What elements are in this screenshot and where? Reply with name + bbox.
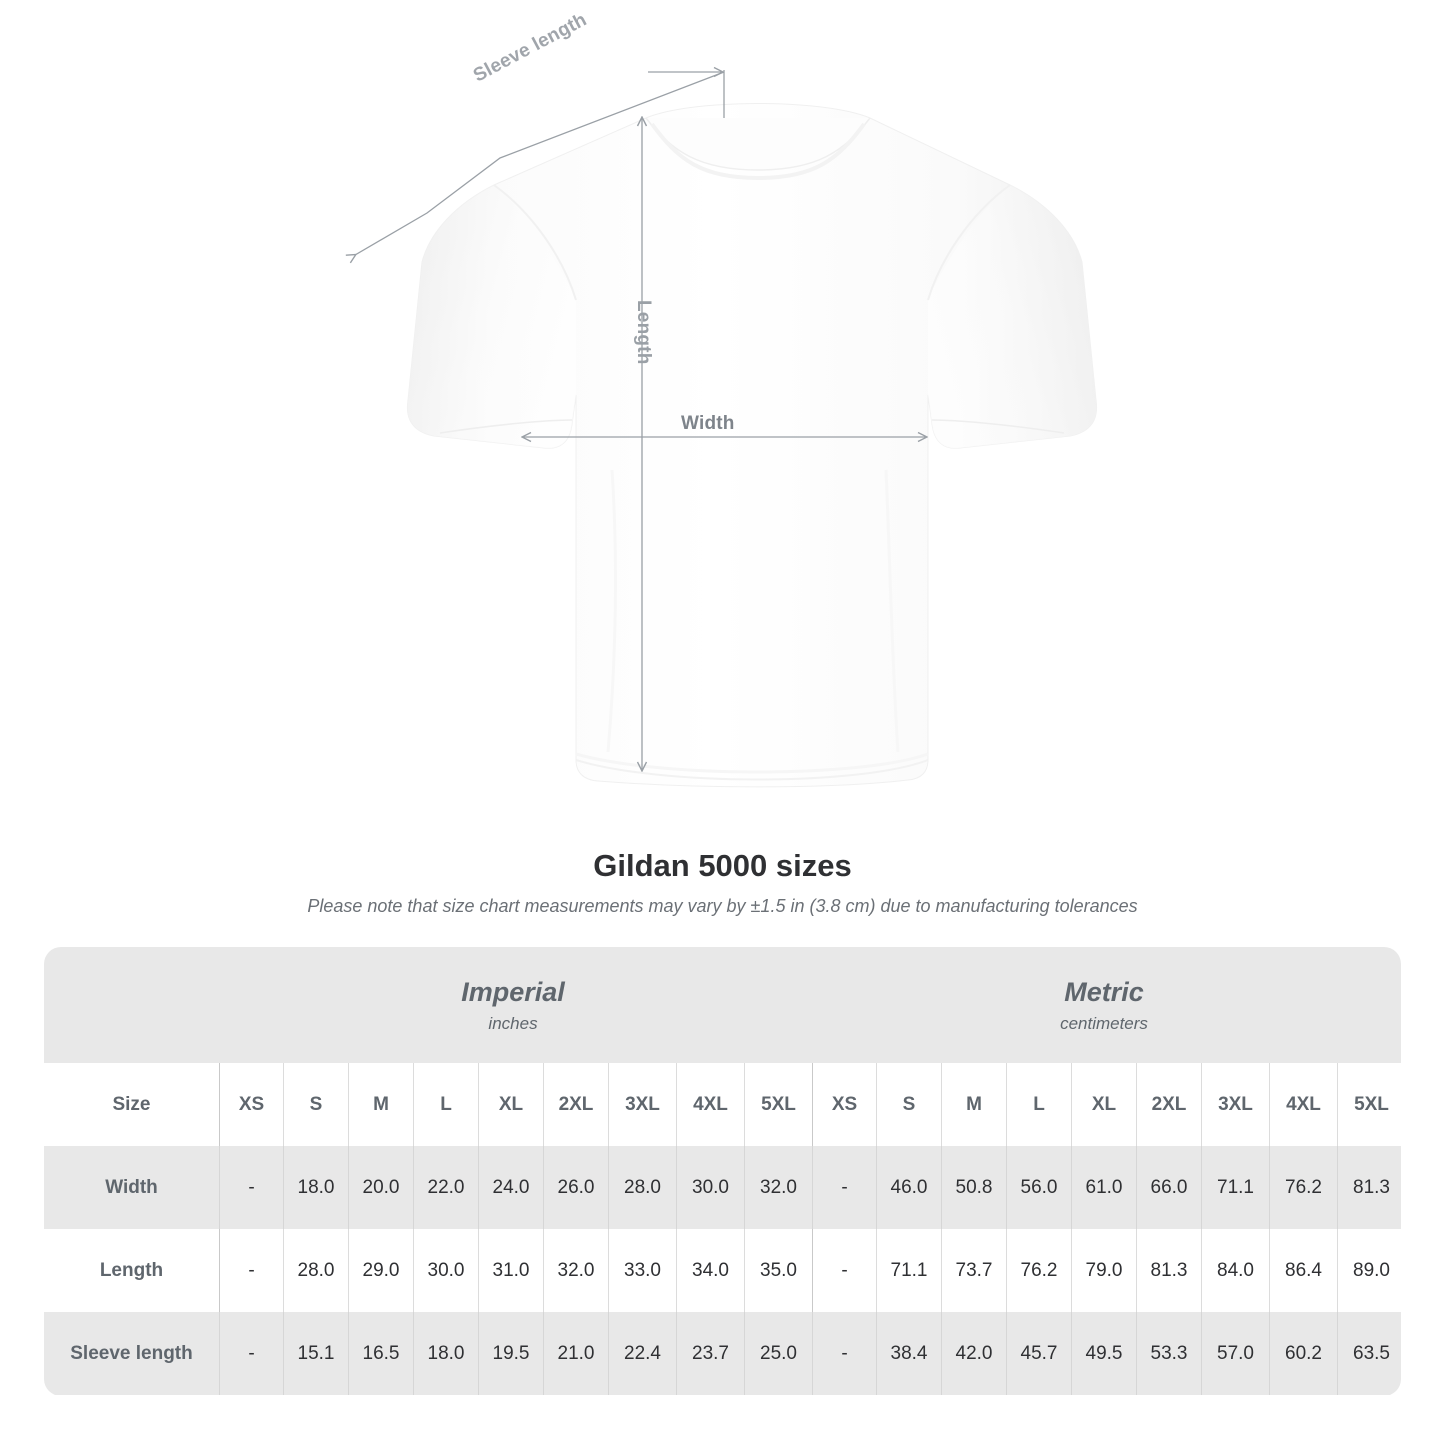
data-cell: 63.5 xyxy=(1337,1312,1401,1395)
data-cell: 71.1 xyxy=(876,1229,941,1312)
measurement-lines xyxy=(355,70,926,770)
data-cell: 30.0 xyxy=(413,1229,478,1312)
data-cell: 29.0 xyxy=(348,1229,413,1312)
data-cell: 24.0 xyxy=(478,1146,543,1229)
column-header-cell: L xyxy=(413,1063,478,1146)
data-cell: 71.1 xyxy=(1201,1146,1269,1229)
imperial-system-unit: inches xyxy=(488,1013,538,1033)
column-header-cell: 3XL xyxy=(1201,1063,1269,1146)
data-cell: 38.4 xyxy=(876,1312,941,1395)
data-cell: 53.3 xyxy=(1136,1312,1201,1395)
column-header-cell: S xyxy=(876,1063,941,1146)
data-cell: 28.0 xyxy=(283,1229,348,1312)
column-header-cell: 4XL xyxy=(1269,1063,1337,1146)
data-cell: 22.0 xyxy=(413,1146,478,1229)
data-cell: - xyxy=(812,1229,876,1312)
data-cell: 28.0 xyxy=(608,1146,676,1229)
data-cell: 32.0 xyxy=(744,1146,812,1229)
data-cell: 50.8 xyxy=(941,1146,1006,1229)
column-header-cell: S xyxy=(283,1063,348,1146)
data-cell: 19.5 xyxy=(478,1312,543,1395)
chart-title: Gildan 5000 sizes xyxy=(593,848,852,883)
table-row: Length -28.0 29.0 30.0 31.0 32.0 33.0 34.0 35.0-… xyxy=(44,1229,1401,1312)
data-cell: 56.0 xyxy=(1006,1146,1071,1229)
column-header-cell: 3XL xyxy=(608,1063,676,1146)
column-header-cell: 5XL xyxy=(1337,1063,1401,1146)
column-header-cell: 2XL xyxy=(543,1063,608,1146)
data-cell: 25.0 xyxy=(744,1312,812,1395)
row-label: Width xyxy=(105,1176,158,1198)
table-body: Size XS S M L XL 2XL 3XL 4XL 5XL XS S M L XL 2XL 3XL 4XL 5… xyxy=(44,1063,1401,1395)
data-cell: 15.1 xyxy=(283,1312,348,1395)
data-cell: 31.0 xyxy=(478,1229,543,1312)
column-header-cell: XL xyxy=(478,1063,543,1146)
metric-system-unit: centimeters xyxy=(1060,1013,1148,1033)
column-header-cell: 5XL xyxy=(744,1063,812,1146)
data-cell: - xyxy=(812,1146,876,1229)
table-row: Width -18.0 20.0 22.0 24.0 26.0 28.0 30.0 32.0-4… xyxy=(44,1146,1401,1229)
data-cell: 61.0 xyxy=(1071,1146,1136,1229)
data-cell: 33.0 xyxy=(608,1229,676,1312)
length-label: Length xyxy=(633,300,654,365)
data-cell: 86.4 xyxy=(1269,1229,1337,1312)
data-cell: - xyxy=(219,1312,283,1395)
size-chart-table: Imperial inches Metric centimeters Size X… xyxy=(44,947,1401,1396)
data-cell: 18.0 xyxy=(413,1312,478,1395)
row-label: Length xyxy=(99,1259,164,1281)
column-header-cell: 2XL xyxy=(1136,1063,1201,1146)
column-header-cell: L xyxy=(1006,1063,1071,1146)
data-cell: 79.0 xyxy=(1071,1229,1136,1312)
data-cell: - xyxy=(219,1146,283,1229)
row-label: Sleeve length xyxy=(70,1342,193,1364)
metric-system-header: Metric centimeters xyxy=(807,947,1401,1063)
data-cell: 16.5 xyxy=(348,1312,413,1395)
row-label-header: Size xyxy=(112,1093,151,1115)
data-cell: 22.4 xyxy=(608,1312,676,1395)
data-cell: 66.0 xyxy=(1136,1146,1201,1229)
data-cell: 34.0 xyxy=(676,1229,744,1312)
column-header-cell: XS xyxy=(812,1063,876,1146)
data-cell: 49.5 xyxy=(1071,1312,1136,1395)
data-cell: 26.0 xyxy=(543,1146,608,1229)
imperial-system-header: Imperial inches xyxy=(219,947,807,1063)
data-cell: 32.0 xyxy=(543,1229,608,1312)
metric-system-name: Metric xyxy=(1064,977,1144,1008)
data-cell: 89.0 xyxy=(1337,1229,1401,1312)
width-label: Width xyxy=(681,413,735,434)
data-cell: 81.3 xyxy=(1136,1229,1201,1312)
data-cell: 18.0 xyxy=(283,1146,348,1229)
data-cell: 30.0 xyxy=(676,1146,744,1229)
data-cell: 57.0 xyxy=(1201,1312,1269,1395)
data-cell: 42.0 xyxy=(941,1312,1006,1395)
data-cell: 84.0 xyxy=(1201,1229,1269,1312)
table-header-row: Size XS S M L XL 2XL 3XL 4XL 5XL XS S M L XL 2XL 3XL 4XL 5… xyxy=(44,1063,1401,1146)
tshirt-measurement-diagram: Sleeve length Length Width xyxy=(0,0,1098,788)
tshirt-illustration xyxy=(0,0,1098,788)
data-cell: 76.2 xyxy=(1269,1146,1337,1229)
column-header-cell: M xyxy=(941,1063,1006,1146)
unit-system-banner: Imperial inches Metric centimeters xyxy=(44,947,1401,1063)
tshirt-shape xyxy=(406,103,1098,788)
data-cell: 20.0 xyxy=(348,1146,413,1229)
data-cell: 76.2 xyxy=(1006,1229,1071,1312)
table-row: Sleeve length -15.1 16.5 18.0 19.5 21.0 22.4 23… xyxy=(44,1312,1401,1395)
data-cell: 81.3 xyxy=(1337,1146,1401,1229)
data-cell: 23.7 xyxy=(676,1312,744,1395)
data-cell: 45.7 xyxy=(1006,1312,1071,1395)
data-cell: 73.7 xyxy=(941,1229,1006,1312)
tolerance-note: Please note that size chart measurements… xyxy=(307,896,1138,916)
sleeve-length-arrow xyxy=(355,71,725,255)
data-cell: - xyxy=(219,1229,283,1312)
imperial-system-name: Imperial xyxy=(461,977,565,1008)
column-header-cell: 4XL xyxy=(676,1063,744,1146)
column-header-cell: XL xyxy=(1071,1063,1136,1146)
data-cell: - xyxy=(812,1312,876,1395)
banner-spacer xyxy=(44,947,219,1063)
data-cell: 21.0 xyxy=(543,1312,608,1395)
data-cell: 46.0 xyxy=(876,1146,941,1229)
column-header-cell: M xyxy=(348,1063,413,1146)
data-cell: 35.0 xyxy=(744,1229,812,1312)
data-cell: 60.2 xyxy=(1269,1312,1337,1395)
column-header-cell: XS xyxy=(219,1063,283,1146)
